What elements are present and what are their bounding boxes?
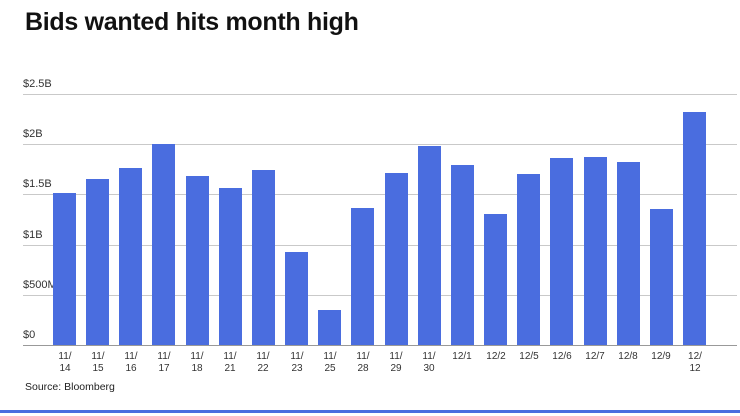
bar — [252, 170, 275, 345]
y-tick-label: $2B — [23, 128, 43, 140]
x-tick-label: 12/ 12 — [688, 351, 702, 374]
gridline — [23, 144, 737, 145]
bar — [86, 179, 109, 345]
bar — [119, 168, 142, 345]
y-tick-label: $1B — [23, 229, 43, 241]
x-tick-label: 12/2 — [486, 351, 506, 362]
bar — [152, 144, 175, 345]
bar — [186, 176, 209, 345]
x-tick-label: 11/ 25 — [323, 351, 337, 374]
x-tick-label: 11/ 23 — [290, 351, 304, 374]
chart-title: Bids wanted hits month high — [25, 8, 359, 36]
x-tick-label: 11/ 21 — [223, 351, 237, 374]
x-tick-label: 11/ 28 — [356, 351, 370, 374]
bar — [617, 162, 640, 345]
x-tick-label: 11/ 17 — [157, 351, 171, 374]
bar — [650, 209, 673, 345]
x-axis-line — [23, 345, 737, 346]
bar — [683, 112, 706, 345]
gridline — [23, 295, 737, 296]
bar — [285, 252, 308, 345]
bar — [484, 214, 507, 345]
x-tick-label: 11/ 18 — [190, 351, 204, 374]
bar — [550, 158, 573, 345]
gridline — [23, 194, 737, 195]
x-tick-label: 11/ 14 — [58, 351, 72, 374]
x-tick-label: 12/9 — [651, 351, 671, 362]
bar — [53, 193, 76, 345]
x-tick-label: 12/5 — [519, 351, 539, 362]
x-tick-label: 11/ 29 — [389, 351, 403, 374]
x-tick-label: 12/8 — [618, 351, 638, 362]
y-tick-label: $2.5B — [23, 78, 52, 90]
x-tick-label: 11/ 16 — [124, 351, 138, 374]
bar — [517, 174, 540, 345]
bar — [219, 188, 242, 345]
x-tick-label: 12/1 — [452, 351, 472, 362]
y-tick-label: $500M — [23, 279, 57, 291]
y-tick-label: $1.5B — [23, 178, 52, 190]
gridline — [23, 245, 737, 246]
x-tick-label: 12/7 — [585, 351, 605, 362]
bar — [385, 173, 408, 345]
source-note: Source: Bloomberg — [25, 381, 115, 393]
x-tick-label: 11/ 30 — [422, 351, 436, 374]
gridline — [23, 94, 737, 95]
bar — [418, 146, 441, 345]
x-tick-label: 11/ 22 — [256, 351, 270, 374]
y-tick-label: $0 — [23, 329, 36, 341]
x-tick-label: 11/ 15 — [91, 351, 105, 374]
bar — [351, 208, 374, 345]
bar — [451, 165, 474, 345]
bar — [318, 310, 341, 345]
bar — [584, 157, 607, 345]
bottom-accent-line — [0, 410, 740, 413]
x-tick-label: 12/6 — [552, 351, 572, 362]
